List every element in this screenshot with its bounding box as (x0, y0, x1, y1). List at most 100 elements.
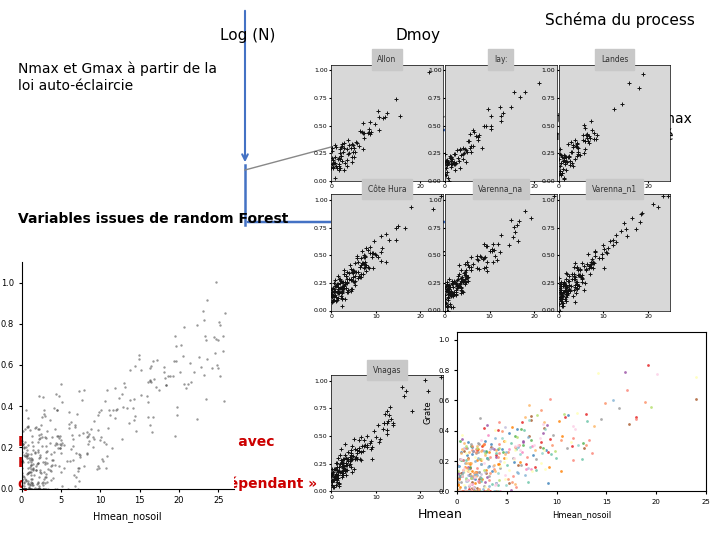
Title: Allon: Allon (377, 55, 397, 64)
Point (164, 372, 176, 380)
Point (326, 285, 338, 294)
Point (25, 465, 37, 474)
Point (470, 487, 482, 496)
Point (564, 286, 576, 295)
Point (37, 478, 48, 487)
Point (523, 431, 534, 440)
Point (336, 287, 348, 296)
Point (457, 150, 469, 158)
Point (549, 191, 560, 200)
Point (445, 156, 456, 165)
Point (331, 476, 343, 484)
Point (66, 444, 77, 453)
Point (328, 475, 339, 484)
Point (469, 449, 481, 458)
Point (96, 455, 107, 464)
Point (559, 286, 571, 295)
Point (333, 161, 345, 170)
Point (498, 454, 510, 462)
Point (153, 385, 165, 394)
Point (359, 436, 370, 445)
Point (492, 460, 504, 468)
Point (337, 464, 348, 472)
Point (480, 449, 491, 457)
Point (349, 281, 361, 289)
Point (354, 126, 366, 135)
Point (458, 466, 469, 475)
Point (572, 266, 583, 274)
Point (554, 293, 565, 302)
Point (22, 451, 33, 460)
Point (471, 254, 482, 263)
Point (396, 383, 408, 391)
Point (478, 424, 490, 433)
Point (554, 306, 566, 315)
Point (343, 148, 355, 157)
Point (73, 463, 85, 472)
Point (359, 252, 371, 260)
Point (572, 149, 584, 158)
Point (471, 468, 482, 476)
Point (582, 436, 594, 445)
Point (109, 384, 121, 393)
Point (557, 157, 568, 166)
Point (17, 484, 28, 493)
Point (556, 151, 567, 159)
Point (503, 240, 514, 249)
Point (210, 348, 221, 357)
Point (353, 268, 364, 277)
Point (582, 260, 593, 268)
Point (491, 255, 503, 264)
Point (38, 468, 50, 476)
Point (587, 448, 598, 457)
Point (341, 453, 352, 462)
Point (443, 280, 454, 289)
Point (50, 441, 61, 449)
Point (460, 465, 472, 474)
Point (560, 282, 572, 291)
Point (55, 449, 67, 457)
Point (340, 272, 351, 281)
Point (613, 404, 624, 413)
Point (325, 164, 337, 172)
Point (448, 276, 459, 285)
Point (485, 468, 496, 477)
Point (435, 191, 446, 200)
Point (17, 481, 28, 490)
Point (343, 140, 354, 149)
Point (463, 448, 474, 456)
Point (490, 425, 501, 434)
Point (341, 465, 353, 474)
Point (460, 456, 472, 464)
Point (451, 467, 463, 475)
Point (18, 484, 30, 493)
Point (589, 247, 600, 255)
Point (19, 484, 31, 493)
Point (580, 440, 592, 449)
Point (358, 128, 369, 137)
Point (365, 436, 377, 445)
Point (144, 375, 156, 384)
Point (355, 448, 366, 456)
Point (350, 277, 361, 286)
Point (495, 231, 507, 240)
Point (557, 282, 569, 291)
Point (22, 451, 33, 460)
Point (561, 291, 572, 300)
Point (540, 446, 552, 454)
Point (27, 455, 38, 463)
Point (485, 443, 497, 451)
Point (33, 484, 45, 493)
Point (451, 471, 463, 480)
Point (580, 131, 592, 140)
Point (459, 259, 471, 268)
Point (456, 273, 467, 282)
Point (465, 442, 477, 450)
Point (451, 284, 463, 292)
Point (537, 444, 549, 453)
Point (636, 210, 647, 218)
Point (466, 441, 477, 450)
Point (642, 361, 654, 369)
Point (544, 435, 555, 443)
Point (378, 419, 390, 428)
